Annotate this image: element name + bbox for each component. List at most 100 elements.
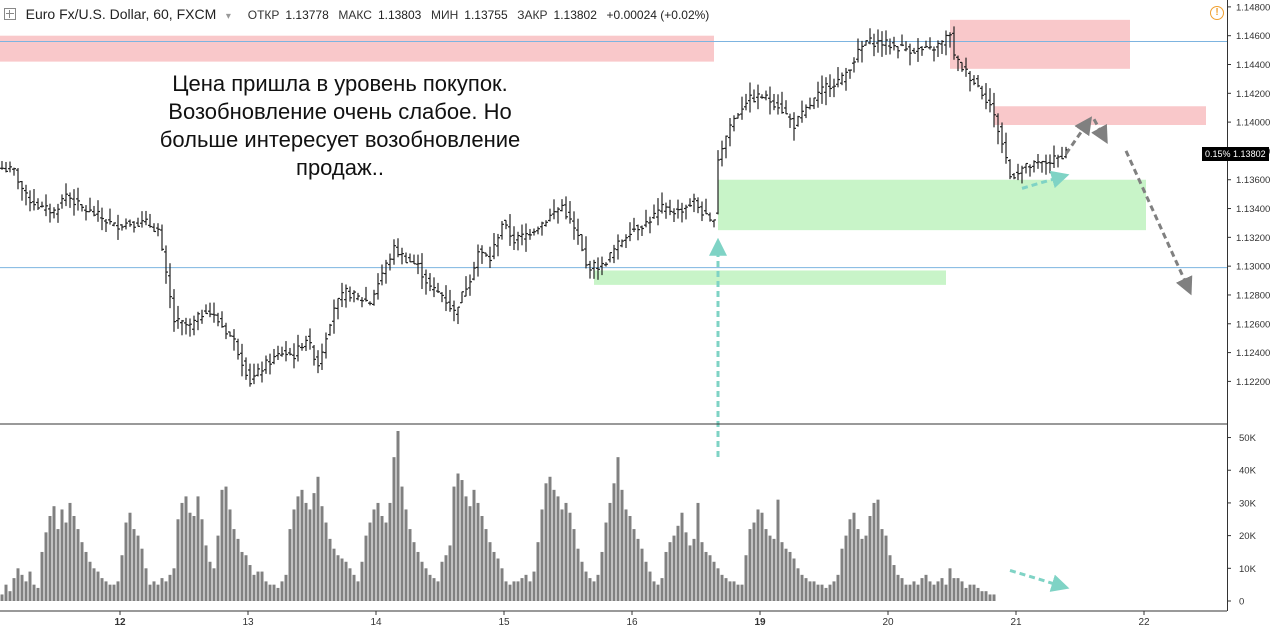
ohlc-bar[interactable]: [812, 97, 816, 110]
ohlc-bar[interactable]: [328, 323, 332, 336]
volume-bar[interactable]: [212, 568, 216, 601]
ohlc-bar[interactable]: [696, 197, 700, 214]
volume-bar[interactable]: [308, 509, 312, 601]
ohlc-bar[interactable]: [324, 332, 328, 359]
ohlc-bar[interactable]: [384, 259, 388, 284]
volume-bar[interactable]: [40, 551, 44, 601]
ohlc-bar[interactable]: [308, 328, 312, 350]
ohlc-bar[interactable]: [620, 239, 624, 248]
ohlc-bar[interactable]: [12, 167, 16, 176]
ohlc-bar[interactable]: [872, 33, 876, 57]
volume-bar[interactable]: [740, 584, 744, 601]
volume-bar[interactable]: [964, 587, 968, 601]
volume-bar[interactable]: [360, 561, 364, 601]
ohlc-bar[interactable]: [748, 82, 752, 113]
ohlc-bar[interactable]: [860, 40, 864, 63]
ohlc-bar[interactable]: [868, 28, 872, 45]
volume-bar[interactable]: [616, 457, 620, 601]
ohlc-bar[interactable]: [52, 207, 56, 219]
ohlc-bar[interactable]: [132, 221, 136, 233]
ohlc-bar[interactable]: [800, 100, 804, 123]
volume-bar[interactable]: [692, 538, 696, 601]
volume-bar[interactable]: [208, 561, 212, 601]
ohlc-bar[interactable]: [168, 263, 172, 309]
ohlc-bar[interactable]: [992, 92, 996, 128]
ohlc-bar[interactable]: [108, 208, 112, 225]
ohlc-bar[interactable]: [156, 223, 160, 237]
volume-bar[interactable]: [776, 499, 780, 601]
volume-bar[interactable]: [516, 581, 520, 601]
ohlc-bar[interactable]: [660, 192, 664, 214]
ohlc-bar[interactable]: [208, 302, 212, 318]
ohlc-bar[interactable]: [588, 260, 592, 279]
volume-bar[interactable]: [572, 529, 576, 601]
volume-bar[interactable]: [352, 574, 356, 601]
volume-bar[interactable]: [200, 519, 204, 601]
ohlc-bar[interactable]: [320, 343, 324, 370]
annotation-text[interactable]: Цена пришла в уровень покупок. Возобновл…: [120, 70, 560, 182]
volume-bar[interactable]: [708, 555, 712, 601]
ohlc-bar[interactable]: [452, 300, 456, 322]
volume-bar[interactable]: [756, 509, 760, 601]
volume-bar[interactable]: [852, 512, 856, 601]
ohlc-bar[interactable]: [412, 254, 416, 265]
volume-bar[interactable]: [840, 548, 844, 601]
volume-bar[interactable]: [876, 499, 880, 601]
ohlc-bar[interactable]: [804, 104, 808, 119]
volume-bar[interactable]: [460, 480, 464, 601]
ohlc-bar[interactable]: [1024, 162, 1028, 174]
volume-bar[interactable]: [724, 578, 728, 601]
volume-bar[interactable]: [484, 529, 488, 601]
ohlc-bar[interactable]: [684, 204, 688, 220]
buy-zone[interactable]: [594, 270, 946, 285]
ohlc-bar[interactable]: [568, 201, 572, 224]
volume-bar[interactable]: [384, 522, 388, 601]
volume-bar[interactable]: [324, 522, 328, 601]
volume-bar[interactable]: [476, 502, 480, 601]
ohlc-bar[interactable]: [304, 335, 308, 352]
ohlc-bar[interactable]: [772, 93, 776, 111]
volume-bar[interactable]: [128, 512, 132, 601]
volume-bar[interactable]: [480, 516, 484, 601]
ohlc-bar[interactable]: [360, 297, 364, 308]
volume-bar[interactable]: [32, 584, 36, 601]
volume-bar[interactable]: [252, 574, 256, 601]
volume-bar[interactable]: [988, 594, 992, 601]
ohlc-bar[interactable]: [252, 363, 256, 385]
volume-bar[interactable]: [276, 587, 280, 601]
ohlc-bar[interactable]: [648, 216, 652, 234]
ohlc-bar[interactable]: [808, 97, 812, 110]
dashed-arrow[interactable]: [1091, 118, 1108, 144]
ohlc-bar[interactable]: [712, 219, 716, 228]
ohlc-bar[interactable]: [688, 198, 692, 207]
ohlc-bar[interactable]: [788, 113, 792, 128]
volume-bar[interactable]: [332, 548, 336, 601]
ohlc-bar[interactable]: [1012, 172, 1016, 180]
ohlc-bar[interactable]: [1032, 160, 1036, 173]
ohlc-bar[interactable]: [484, 252, 488, 257]
volume-bar[interactable]: [304, 502, 308, 601]
volume-bar[interactable]: [760, 512, 764, 601]
ohlc-bar[interactable]: [212, 302, 216, 323]
volume-bar[interactable]: [800, 574, 804, 601]
volume-bar[interactable]: [184, 496, 188, 601]
volume-bar[interactable]: [472, 489, 476, 601]
ohlc-bar[interactable]: [340, 282, 344, 308]
ohlc-bar[interactable]: [268, 353, 272, 375]
buy-zone[interactable]: [718, 179, 1146, 231]
ohlc-bar[interactable]: [676, 199, 680, 219]
volume-bar[interactable]: [388, 502, 392, 601]
volume-bar[interactable]: [780, 542, 784, 601]
ohlc-bar[interactable]: [908, 43, 912, 66]
ohlc-bar[interactable]: [0, 161, 4, 170]
volume-bar[interactable]: [328, 538, 332, 601]
volume-bar[interactable]: [120, 555, 124, 601]
ohlc-bar[interactable]: [496, 233, 500, 257]
ohlc-bar[interactable]: [232, 329, 236, 351]
ohlc-bar[interactable]: [408, 253, 412, 263]
ohlc-bar[interactable]: [828, 74, 832, 98]
ohlc-bar[interactable]: [492, 233, 496, 260]
ohlc-bar[interactable]: [116, 214, 120, 240]
ohlc-bar[interactable]: [248, 363, 252, 387]
ohlc-bar[interactable]: [164, 245, 168, 284]
